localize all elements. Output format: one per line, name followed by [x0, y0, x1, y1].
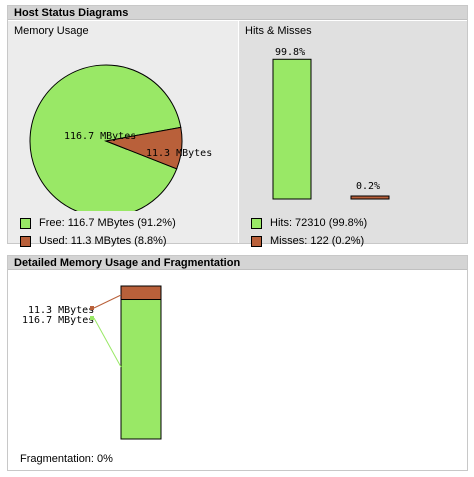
memory-usage-section: Memory Usage 116.7 MBytes 11.3 MBytes Fr… — [8, 21, 238, 247]
detailed-memory-chart: 11.3 MBytes 116.7 MBytes — [22, 285, 162, 440]
detailed-label-used: 11.3 MBytes — [28, 305, 94, 316]
detailed-memory-panel: Detailed Memory Usage and Fragmentation … — [7, 255, 468, 471]
detailed-label-free: 116.7 MBytes — [22, 315, 94, 326]
legend-used-text: Used: 11.3 MBytes (8.8%) — [39, 235, 167, 247]
pie-slice-free — [29, 64, 182, 211]
hits-misses-label: Hits & Misses — [245, 25, 312, 37]
host-status-title: Host Status Diagrams — [8, 6, 467, 20]
detailed-connector-free — [93, 317, 122, 368]
detailed-bar-free — [120, 299, 162, 440]
detailed-connector-used — [93, 294, 122, 309]
detailed-marker-free — [90, 316, 94, 320]
bar-misses-label: 0.2% — [356, 181, 380, 192]
detailed-memory-title: Detailed Memory Usage and Fragmentation — [8, 256, 467, 270]
pie-slice-used — [104, 126, 183, 170]
detailed-marker-used — [90, 306, 94, 310]
pie-label-free: 116.7 MBytes — [64, 131, 136, 142]
legend-hits-text: Hits: 72310 (99.8%) — [270, 217, 368, 229]
bar-hits — [272, 58, 312, 200]
fragmentation-text: Fragmentation: 0% — [20, 453, 113, 465]
legend-misses: Misses: 122 (0.2%) — [251, 235, 364, 247]
legend-used-swatch — [20, 235, 31, 247]
host-status-panel: Host Status Diagrams Memory Usage 116.7 … — [7, 5, 468, 247]
legend-free-text: Free: 116.7 MBytes (91.2%) — [39, 217, 176, 229]
bar-hits-label: 99.8% — [275, 47, 305, 58]
memory-pie-chart: 116.7 MBytes 11.3 MBytes — [29, 64, 212, 211]
legend-free: Free: 116.7 MBytes (91.2%) — [20, 217, 176, 229]
legend-misses-text: Misses: 122 (0.2%) — [270, 235, 365, 247]
legend-hits-swatch — [251, 217, 262, 229]
bar-misses — [350, 195, 390, 200]
hits-misses-section: Hits & Misses 99.8% 0.2% Hits: 72310 (99… — [239, 21, 467, 247]
hits-bar-chart: 99.8% 0.2% — [272, 47, 390, 200]
detailed-bar-used — [120, 285, 162, 301]
legend-misses-swatch — [251, 235, 262, 247]
legend-hits: Hits: 72310 (99.8%) — [251, 217, 367, 229]
legend-used: Used: 11.3 MBytes (8.8%) — [20, 235, 167, 247]
memory-usage-label: Memory Usage — [14, 25, 89, 37]
pie-label-used: 11.3 MBytes — [146, 148, 212, 159]
legend-free-swatch — [20, 217, 31, 229]
